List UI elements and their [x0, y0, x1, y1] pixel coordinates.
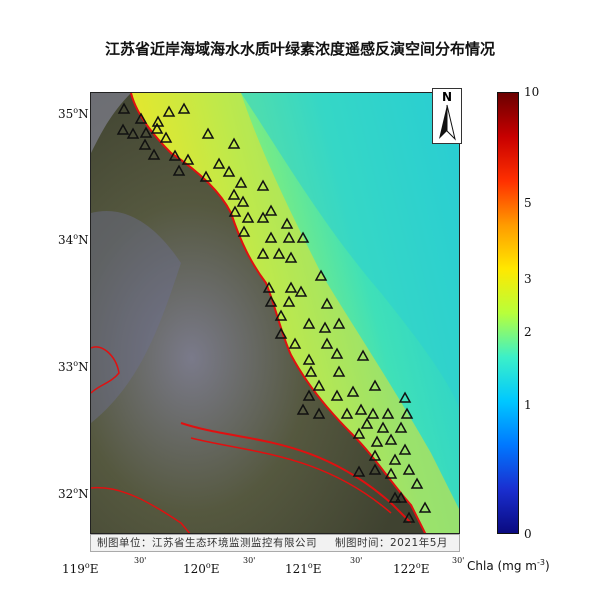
- monitoring-stations: [116, 102, 432, 523]
- map-canvas: [91, 93, 459, 533]
- lon-minor-3: 30': [350, 556, 363, 565]
- yangtze-boundary: [180, 422, 412, 524]
- colorbar-tick-1: 1: [524, 398, 532, 412]
- colorbar-tick-0: 0: [524, 527, 532, 541]
- colorbar: [497, 92, 519, 534]
- land-area: [91, 93, 425, 533]
- lon-label-122: 122oE: [393, 561, 430, 576]
- lon-minor-1: 30': [134, 556, 147, 565]
- coastline-boundary: [130, 93, 427, 533]
- map-title: 江苏省近岸海域海水水质叶绿素浓度遥感反演空间分布情况: [104, 40, 495, 58]
- north-arrow-icon: [439, 104, 456, 141]
- lon-label-120: 120oE: [183, 561, 220, 576]
- lat-label-32: 32oN: [58, 486, 89, 501]
- lat-label-34: 34oN: [58, 232, 89, 247]
- western-land: [91, 211, 181, 423]
- lon-label-119: 119oE: [62, 561, 99, 576]
- lat-label-35: 35oN: [58, 106, 89, 121]
- lon-minor-2: 30': [243, 556, 256, 565]
- north-arrow: N: [432, 88, 462, 144]
- footer-unit: 制图单位：江苏省生态环境监测监控有限公司: [97, 537, 317, 549]
- footer-time: 制图时间：2021年5月: [335, 537, 448, 549]
- chlorophyll-map: [90, 92, 460, 534]
- colorbar-tick-3: 3: [524, 272, 532, 286]
- colorbar-tick-2: 2: [524, 325, 532, 339]
- lon-minor-4: 30': [452, 556, 465, 565]
- north-label: N: [441, 90, 453, 104]
- lon-label-121: 121oE: [285, 561, 322, 576]
- colorbar-tick-5: 5: [524, 196, 532, 210]
- offshore-water: [241, 93, 459, 408]
- lat-label-33: 33oN: [58, 359, 89, 374]
- colorbar-title: Chla (mg m-3): [467, 558, 550, 573]
- colorbar-tick-10: 10: [524, 85, 540, 99]
- map-footer: 制图单位：江苏省生态环境监测监控有限公司 制图时间：2021年5月: [90, 534, 460, 552]
